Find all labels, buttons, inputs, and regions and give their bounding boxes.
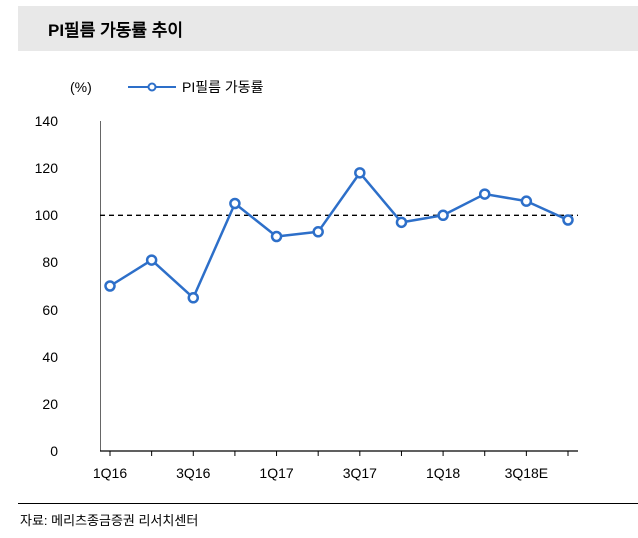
legend-label: PI필름 가동률 — [182, 77, 264, 97]
plot-wrapper: 020406080100120140 1Q163Q161Q173Q171Q183… — [100, 121, 598, 485]
legend-line-sample — [128, 86, 176, 89]
legend: PI필름 가동률 — [128, 77, 264, 97]
x-tick-label: 3Q17 — [343, 465, 377, 481]
y-tick-label: 80 — [22, 254, 58, 270]
chart-area: (%) PI필름 가동률 0 20 40 60 80 100 120 140 1Q16 3Q16… — [0, 51, 638, 485]
source-text: 자료: 메리츠종금증권 리서치센터 — [18, 513, 198, 528]
y-axis-unit: (%) — [70, 79, 92, 95]
y-tick-label: 60 — [22, 302, 58, 318]
x-tick-label: 3Q18E — [505, 465, 549, 481]
y-tick-label: 100 — [22, 207, 58, 223]
chart-title: PI필름 가동률 추이 — [48, 21, 183, 40]
y-tick-label: 0 — [22, 443, 58, 459]
x-tick-label: 1Q16 — [93, 465, 127, 481]
x-tick-label: 1Q18 — [426, 465, 460, 481]
y-tick-label: 20 — [22, 396, 58, 412]
x-tick-label: 1Q17 — [259, 465, 293, 481]
y-tick-label: 120 — [22, 160, 58, 176]
plot-svg — [100, 121, 578, 459]
legend-marker-sample — [148, 83, 157, 92]
chart-container: PI필름 가동률 추이 (%) PI필름 가동률 0 20 40 60 80 100 120… — [0, 6, 638, 530]
source-row: 자료: 메리츠종금증권 리서치센터 — [18, 503, 638, 530]
x-tick-label: 3Q16 — [176, 465, 210, 481]
title-bar: PI필름 가동률 추이 — [18, 6, 638, 51]
y-tick-label: 40 — [22, 349, 58, 365]
x-axis-labels: 1Q163Q161Q173Q171Q183Q18E — [100, 465, 578, 485]
y-tick-label: 140 — [22, 113, 58, 129]
